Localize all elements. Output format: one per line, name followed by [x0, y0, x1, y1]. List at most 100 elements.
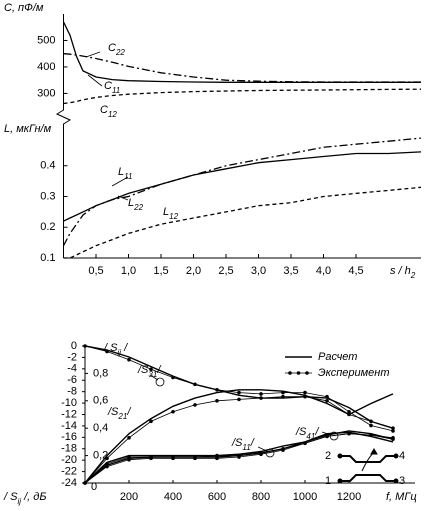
series-label: L11: [118, 166, 132, 181]
x-tick-label: 1,0: [121, 265, 136, 277]
y-tick-label: 400: [37, 61, 55, 73]
data-point: [347, 412, 351, 417]
y-tick-label: 500: [37, 34, 55, 46]
y2-axis-label-sub: ij: [117, 348, 121, 357]
data-point: [149, 456, 153, 461]
data-point: [149, 419, 153, 424]
series-label-sub: 22: [115, 48, 125, 57]
y2-axis-label-end: /: [121, 342, 128, 354]
data-point: [237, 390, 241, 395]
y-tick-label: -16: [61, 431, 77, 443]
series-label-main: C: [100, 104, 108, 116]
series-line: [63, 186, 422, 259]
y-tick-label: -22: [61, 465, 77, 477]
data-point: [325, 434, 329, 439]
series-label-end: /: [156, 364, 161, 376]
series-label-sub: 11: [242, 443, 250, 452]
y2-axis-label-main: / S: [103, 342, 118, 354]
data-point: [105, 349, 109, 354]
series-label-main: L: [128, 197, 134, 209]
x-tick-label: 3,5: [283, 265, 298, 277]
series-label: C11: [104, 80, 120, 95]
port-label: 3: [399, 475, 405, 487]
data-point: [259, 452, 263, 457]
data-point: [325, 399, 329, 403]
series-label-sub: 41: [306, 432, 315, 441]
data-point: [105, 456, 109, 461]
y-axis-label-end: /, дБ: [21, 491, 46, 503]
x-tick-label: 4,5: [348, 265, 363, 277]
series-label: /S41/: [295, 426, 319, 441]
y-tick-label: 0.4: [40, 160, 55, 172]
data-point: [83, 481, 87, 485]
data-point: [303, 390, 307, 395]
data-point: [237, 397, 241, 402]
data-point: [83, 344, 87, 348]
x-tick-label: 400: [164, 491, 182, 503]
x-tick-label: 0,5: [88, 265, 103, 277]
data-point: [215, 388, 219, 392]
series-label-sub: 31: [148, 370, 157, 379]
data-point: [369, 419, 373, 424]
data-point: [127, 435, 131, 440]
y2-tick-label: 0,4: [93, 422, 108, 434]
y-axis-label: C, пФ/м: [4, 2, 44, 14]
series-label: C22: [108, 42, 125, 57]
series-label-main: L: [118, 166, 124, 178]
data-point: [193, 382, 197, 387]
axis-break: [55, 104, 72, 135]
data-point: [347, 431, 351, 436]
y-tick-label: -8: [67, 386, 77, 398]
x-tick-label: 1000: [293, 491, 317, 503]
series-label-sub: 12: [169, 212, 178, 221]
series-label: L22: [128, 197, 144, 212]
series-label-sub: 21: [117, 412, 127, 421]
x-axis-label-sub: 2: [410, 271, 416, 280]
series-line: [63, 137, 422, 247]
data-point: [237, 455, 241, 459]
data-point: [171, 456, 175, 461]
x-tick-label: 3,0: [251, 265, 266, 277]
data-point: [127, 457, 131, 462]
series-line: [63, 88, 422, 105]
series-label-main: C: [108, 42, 116, 54]
y-tick-label: -6: [67, 374, 77, 386]
y-axis-label-main: / S: [3, 491, 18, 503]
y2-tick-label: 0,6: [93, 395, 108, 407]
y-tick-label: -4: [67, 363, 77, 375]
port-label: 2: [325, 450, 331, 462]
series-label: /S11/: [231, 437, 255, 452]
series-line: [85, 389, 394, 484]
data-point: [369, 433, 373, 437]
series-label-sub: 11: [112, 86, 120, 95]
series-label: L12: [163, 206, 179, 221]
y-tick-label: 0.1: [40, 252, 55, 264]
data-point: [391, 426, 395, 431]
coupler-diagram: [337, 448, 399, 484]
data-point: [149, 367, 153, 372]
x-tick-label: 800: [252, 491, 270, 503]
y-tick-label: 0.3: [40, 190, 55, 202]
data-point: [127, 357, 131, 362]
x-tick-label: 1200: [337, 491, 361, 503]
y-tick-label: -14: [61, 420, 77, 432]
data-point: [303, 394, 307, 399]
y-tick-label: 0: [71, 340, 77, 352]
series-label-sub: 22: [133, 203, 143, 212]
series-label-main: C: [104, 80, 112, 92]
series-label-end: /: [126, 406, 131, 418]
y-tick-label: 0.2: [40, 221, 55, 233]
series-label-end: /: [250, 437, 255, 449]
legend-marker: [305, 371, 309, 375]
data-point: [347, 409, 351, 414]
data-point: [369, 423, 373, 428]
series-label-main: L: [163, 206, 169, 218]
x-tick-label: 1,5: [153, 265, 168, 277]
series-label-main: /S: [107, 406, 119, 418]
data-point: [391, 429, 395, 433]
data-point: [281, 394, 285, 399]
y-tick-label: -18: [61, 443, 77, 455]
data-point: [215, 399, 219, 403]
series-label: C12: [100, 104, 117, 119]
y-tick-label: -20: [61, 454, 77, 466]
